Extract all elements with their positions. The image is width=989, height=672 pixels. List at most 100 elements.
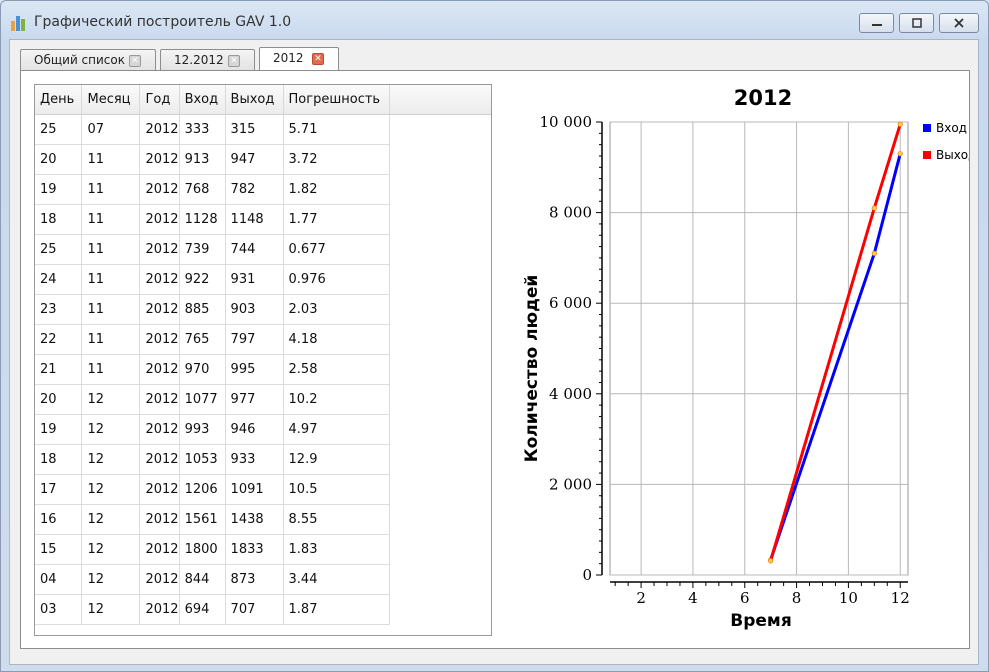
table-cell[interactable]: 12 (81, 594, 141, 625)
table-cell[interactable]: 739 (179, 234, 226, 265)
table-cell[interactable]: 23 (35, 294, 83, 325)
table-cell[interactable]: 2012 (139, 504, 180, 535)
minimize-button[interactable] (859, 13, 894, 33)
table-cell[interactable]: 17 (35, 474, 83, 505)
table-row[interactable]: 25 11 2012 739 744 0.677 (35, 234, 491, 265)
table-cell[interactable]: 922 (179, 264, 226, 295)
column-header[interactable]: Выход (225, 85, 284, 115)
table-cell[interactable]: 11 (81, 174, 141, 205)
table-cell[interactable]: 1.83 (283, 534, 390, 565)
table-cell[interactable]: 765 (179, 324, 226, 355)
column-header[interactable]: Погрешность (283, 85, 390, 115)
table-cell[interactable]: 12.9 (283, 444, 390, 475)
table-cell[interactable]: 03 (35, 594, 83, 625)
table-cell[interactable]: 1077 (179, 384, 226, 415)
close-window-button[interactable] (939, 13, 979, 33)
table-cell[interactable]: 844 (179, 564, 226, 595)
table-row[interactable]: 21 11 2012 970 995 2.58 (35, 354, 491, 385)
tab-close-icon[interactable]: ✕ (228, 55, 240, 67)
table-cell[interactable]: 11 (81, 294, 141, 325)
table-cell[interactable]: 12 (81, 414, 141, 445)
table-cell[interactable]: 18 (35, 204, 83, 235)
table-cell[interactable]: 1438 (225, 504, 284, 535)
table-row[interactable]: 15 12 2012 1800 1833 1.83 (35, 534, 491, 565)
data-table[interactable]: День Месяц Год Вход Выход Погрешность 25… (34, 84, 492, 636)
maximize-button[interactable] (899, 13, 934, 33)
table-cell[interactable]: 11 (81, 354, 141, 385)
table-cell[interactable]: 1148 (225, 204, 284, 235)
table-cell[interactable]: 15 (35, 534, 83, 565)
table-cell[interactable]: 913 (179, 144, 226, 175)
table-cell[interactable]: 07 (81, 114, 141, 145)
table-cell[interactable]: 2012 (139, 444, 180, 475)
table-cell[interactable]: 2012 (139, 144, 180, 175)
table-cell[interactable]: 947 (225, 144, 284, 175)
table-cell[interactable]: 20 (35, 384, 83, 415)
tab-12-2012[interactable]: 12.2012 ✕ (160, 49, 255, 71)
table-cell[interactable]: 768 (179, 174, 226, 205)
table-cell[interactable]: 2012 (139, 204, 180, 235)
table-cell[interactable]: 4.97 (283, 414, 390, 445)
table-cell[interactable]: 2012 (139, 294, 180, 325)
table-cell[interactable]: 19 (35, 174, 83, 205)
table-cell[interactable]: 1128 (179, 204, 226, 235)
table-cell[interactable]: 903 (225, 294, 284, 325)
table-cell[interactable]: 24 (35, 264, 83, 295)
table-cell[interactable]: 2012 (139, 234, 180, 265)
tab-2012[interactable]: 2012 ✕ (259, 47, 339, 72)
table-cell[interactable]: 873 (225, 564, 284, 595)
table-cell[interactable]: 25 (35, 114, 83, 145)
column-header[interactable]: Год (139, 85, 180, 115)
table-cell[interactable]: 970 (179, 354, 226, 385)
table-row[interactable]: 18 12 2012 1053 933 12.9 (35, 444, 491, 475)
table-row[interactable]: 24 11 2012 922 931 0.976 (35, 264, 491, 295)
table-cell[interactable]: 2012 (139, 174, 180, 205)
table-cell[interactable]: 993 (179, 414, 226, 445)
table-cell[interactable]: 694 (179, 594, 226, 625)
table-cell[interactable]: 16 (35, 504, 83, 535)
table-cell[interactable]: 18 (35, 444, 83, 475)
table-cell[interactable]: 2012 (139, 564, 180, 595)
table-row[interactable]: 16 12 2012 1561 1438 8.55 (35, 504, 491, 535)
table-cell[interactable]: 12 (81, 444, 141, 475)
table-cell[interactable]: 946 (225, 414, 284, 445)
table-cell[interactable]: 995 (225, 354, 284, 385)
table-cell[interactable]: 1.82 (283, 174, 390, 205)
column-header[interactable]: Вход (179, 85, 226, 115)
table-cell[interactable]: 1561 (179, 504, 226, 535)
table-row[interactable]: 19 11 2012 768 782 1.82 (35, 174, 491, 205)
table-cell[interactable]: 2012 (139, 114, 180, 145)
table-cell[interactable]: 10.2 (283, 384, 390, 415)
table-cell[interactable]: 22 (35, 324, 83, 355)
table-cell[interactable]: 333 (179, 114, 226, 145)
table-cell[interactable]: 1091 (225, 474, 284, 505)
table-cell[interactable]: 2.03 (283, 294, 390, 325)
table-cell[interactable]: 11 (81, 324, 141, 355)
table-cell[interactable]: 10.5 (283, 474, 390, 505)
table-row[interactable]: 03 12 2012 694 707 1.87 (35, 594, 491, 625)
table-cell[interactable]: 2012 (139, 264, 180, 295)
table-cell[interactable]: 4.18 (283, 324, 390, 355)
table-cell[interactable]: 2012 (139, 324, 180, 355)
table-cell[interactable]: 11 (81, 204, 141, 235)
table-cell[interactable]: 2012 (139, 414, 180, 445)
table-cell[interactable]: 0.976 (283, 264, 390, 295)
table-row[interactable]: 20 12 2012 1077 977 10.2 (35, 384, 491, 415)
table-cell[interactable]: 04 (35, 564, 83, 595)
table-cell[interactable]: 1833 (225, 534, 284, 565)
table-cell[interactable]: 3.72 (283, 144, 390, 175)
table-cell[interactable]: 1800 (179, 534, 226, 565)
table-cell[interactable]: 5.71 (283, 114, 390, 145)
table-cell[interactable]: 1.77 (283, 204, 390, 235)
table-cell[interactable]: 12 (81, 504, 141, 535)
table-row[interactable]: 22 11 2012 765 797 4.18 (35, 324, 491, 355)
table-cell[interactable]: 19 (35, 414, 83, 445)
table-cell[interactable]: 2.58 (283, 354, 390, 385)
table-cell[interactable]: 744 (225, 234, 284, 265)
table-cell[interactable]: 12 (81, 564, 141, 595)
table-cell[interactable]: 2012 (139, 354, 180, 385)
table-cell[interactable]: 1.87 (283, 594, 390, 625)
table-cell[interactable]: 2012 (139, 534, 180, 565)
table-cell[interactable]: 977 (225, 384, 284, 415)
table-cell[interactable]: 707 (225, 594, 284, 625)
